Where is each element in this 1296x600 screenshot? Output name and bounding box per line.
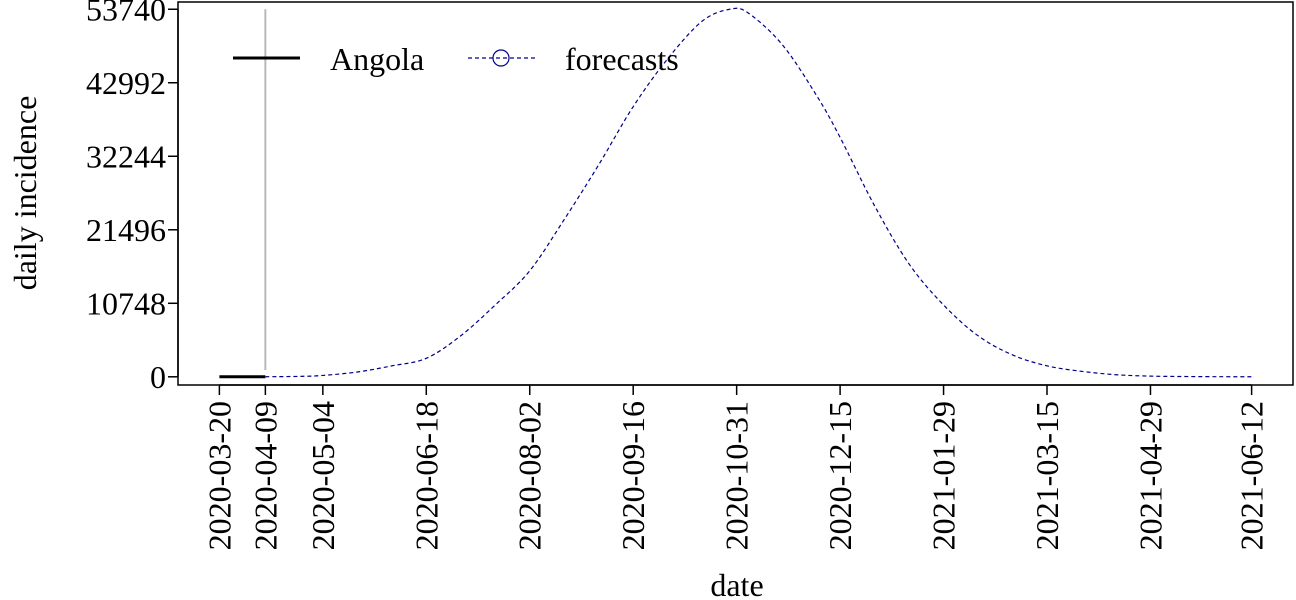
y-axis-title: daily incidence (7, 96, 43, 291)
x-tick-label: 2020-10-31 (719, 401, 755, 550)
x-tick-label: 2020-08-02 (512, 401, 548, 550)
x-tick-label: 2021-03-15 (1029, 401, 1065, 550)
y-tick-label: 21496 (86, 212, 166, 248)
y-tick-label: 32244 (86, 138, 166, 174)
legend-angola-label: Angola (330, 41, 424, 77)
x-tick-label: 2021-01-29 (926, 401, 962, 550)
legend-forecasts-marker (492, 49, 510, 67)
x-tick-label: 2020-12-15 (822, 401, 858, 550)
x-axis: 2020-03-20 2020-04-09 2020-05-04 2020-06-18… (201, 385, 1270, 550)
legend: Angola forecasts (233, 41, 679, 77)
x-tick-label: 2020-05-04 (305, 401, 341, 550)
y-tick-label: 10748 (86, 285, 166, 321)
series-line-forecasts (265, 7, 1252, 378)
series-layer (219, 7, 1252, 379)
x-axis-title: date (710, 567, 763, 600)
legend-forecasts-label: forecasts (565, 41, 679, 77)
x-tick-label: 2020-06-18 (408, 401, 444, 550)
x-tick-label: 2020-09-16 (615, 401, 651, 550)
x-tick-label: 2020-04-09 (247, 401, 283, 550)
x-tick-label: 2021-06-12 (1234, 401, 1270, 550)
y-tick-label: 0 (150, 359, 166, 395)
x-tick-label: 2021-04-29 (1132, 401, 1168, 550)
x-tick-label: 2020-03-20 (201, 401, 237, 550)
y-tick-label: 53740 (86, 0, 166, 27)
y-axis: 0 10748 21496 32244 42992 53740 (86, 0, 178, 395)
y-tick-label: 42992 (86, 65, 166, 101)
